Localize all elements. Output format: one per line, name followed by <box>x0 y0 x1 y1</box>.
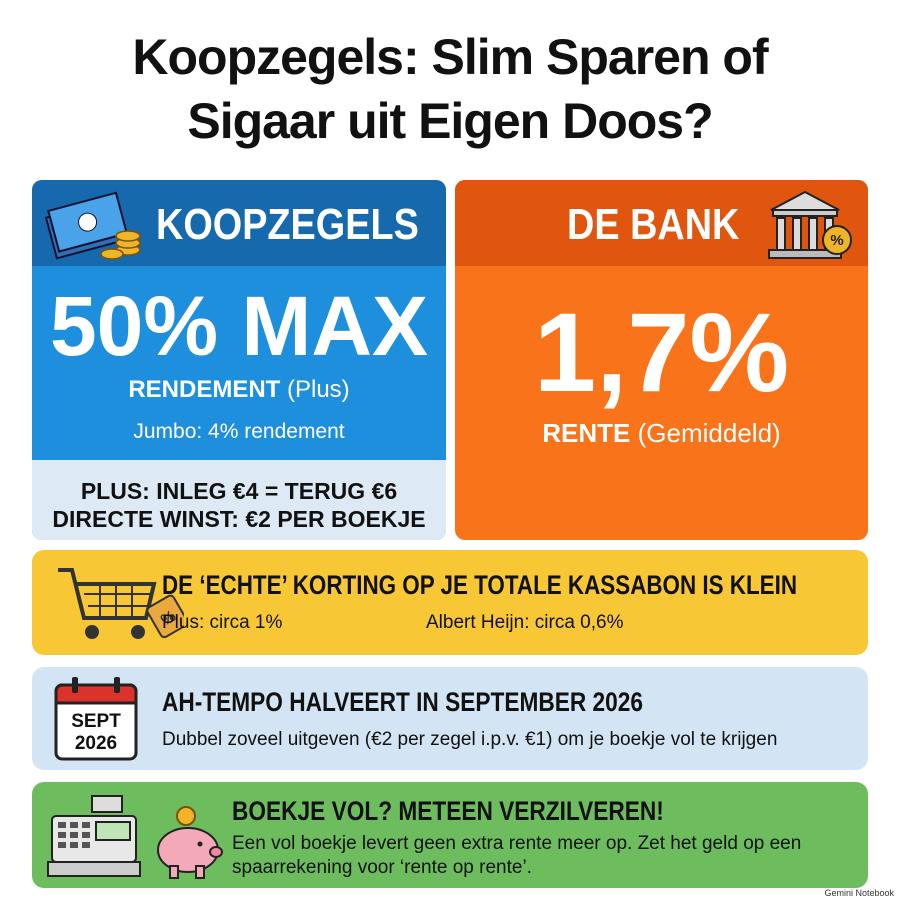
verzilveren-band: BOEKJE VOL? METEEN VERZILVEREN! Een vol … <box>32 782 868 888</box>
band-heading-text: DE ‘ECHTE’ KORTING OP JE TOTALE KASSABON… <box>162 570 798 600</box>
sub: Jumbo: 4% rendement <box>133 420 345 443</box>
label-note: (Gemiddeld) <box>637 418 781 448</box>
label-strong: RENDEMENT <box>128 376 281 403</box>
panel-footer <box>32 460 446 540</box>
bank-panel: DE BANK % 1,7% RENTE (Gemiddeld) <box>455 180 868 540</box>
cart-icon: % <box>58 568 184 639</box>
panel-heading-text: KOOPZEGELS <box>156 200 419 249</box>
band-heading: BOEKJE VOL? METEEN VERZILVEREN! <box>232 796 746 827</box>
band-heading-text: BOEKJE VOL? METEEN VERZILVEREN! <box>232 796 664 826</box>
calendar-month: SEPT <box>71 711 121 732</box>
band-heading: AH-TEMPO HALVEERT IN SEPTEMBER 2026 <box>162 687 735 718</box>
panel-heading-text: DE BANK <box>567 200 740 249</box>
panel-heading: DE BANK <box>567 200 767 250</box>
band-heading-text: AH-TEMPO HALVEERT IN SEPTEMBER 2026 <box>162 687 643 717</box>
register-icon <box>47 795 223 879</box>
detail: DIRECTE WINST: €2 PER BOEKJE <box>52 506 426 532</box>
bank-icon: % <box>768 190 852 259</box>
svg-text:%: % <box>830 232 843 249</box>
label: RENDEMENT (Plus) <box>32 376 446 404</box>
title: Koopzegels: Slim Sparen of <box>132 29 768 85</box>
label-note: (Plus) <box>287 376 350 403</box>
big-value: 50% MAX <box>49 279 429 373</box>
label-strong: RENTE <box>542 418 631 448</box>
panel-heading: KOOPZEGELS <box>156 200 446 250</box>
detail: PLUS: INLEG €4 = TERUG €6 <box>80 478 398 504</box>
footer-brand: Gemini Notebook <box>824 888 894 898</box>
band-text: Een vol boekje levert geen extra rente m… <box>232 833 802 878</box>
calendar-icon: SEPT 2026 <box>54 677 138 761</box>
band-text: Albert Heijn: circa 0,6% <box>426 612 624 633</box>
band-heading: DE ‘ECHTE’ KORTING OP JE TOTALE KASSABON… <box>162 570 900 601</box>
korting-band: % DE ‘ECHTE’ KORTING OP JE TOTALE KASSAB… <box>32 550 868 655</box>
label: RENTE (Gemiddeld) <box>455 418 868 449</box>
big-value: 1,7% <box>533 290 790 415</box>
koopzegels-panel: KOOPZEGELS 50% MAX RENDEMENT (Plus) Jumb… <box>32 180 446 540</box>
title: Sigaar uit Eigen Doos? <box>187 93 713 149</box>
calendar-year: 2026 <box>75 733 117 754</box>
band-text: Plus: circa 1% <box>162 612 283 633</box>
band-text: Dubbel zoveel uitgeven (€2 per zegel i.p… <box>162 729 778 750</box>
tempo-band: SEPT 2026 AH-TEMPO HALVEERT IN SEPTEMBER… <box>32 667 868 770</box>
stamp-icon <box>44 191 141 260</box>
